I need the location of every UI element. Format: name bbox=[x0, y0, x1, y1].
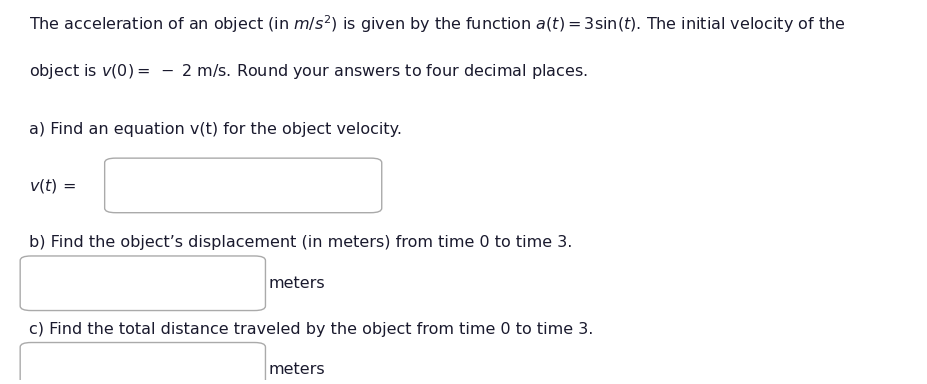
Text: b) Find the object’s displacement (in meters) from time 0 to time 3.: b) Find the object’s displacement (in me… bbox=[30, 235, 573, 250]
Text: c) Find the total distance traveled by the object from time 0 to time 3.: c) Find the total distance traveled by t… bbox=[30, 322, 593, 337]
Text: $v(t)$ =: $v(t)$ = bbox=[30, 177, 76, 195]
Text: meters: meters bbox=[268, 276, 324, 291]
FancyBboxPatch shape bbox=[105, 158, 382, 213]
Text: a) Find an equation v(t) for the object velocity.: a) Find an equation v(t) for the object … bbox=[30, 122, 402, 137]
FancyBboxPatch shape bbox=[20, 256, 265, 311]
Text: meters: meters bbox=[268, 362, 324, 377]
Text: object is $v(0) =\; -\; 2$ m/s. Round your answers to four decimal places.: object is $v(0) =\; -\; 2$ m/s. Round yo… bbox=[30, 62, 589, 81]
Text: The acceleration of an object (in $m/s^2$) is given by the function $a(t) = 3\si: The acceleration of an object (in $m/s^2… bbox=[30, 13, 845, 35]
FancyBboxPatch shape bbox=[20, 343, 265, 384]
